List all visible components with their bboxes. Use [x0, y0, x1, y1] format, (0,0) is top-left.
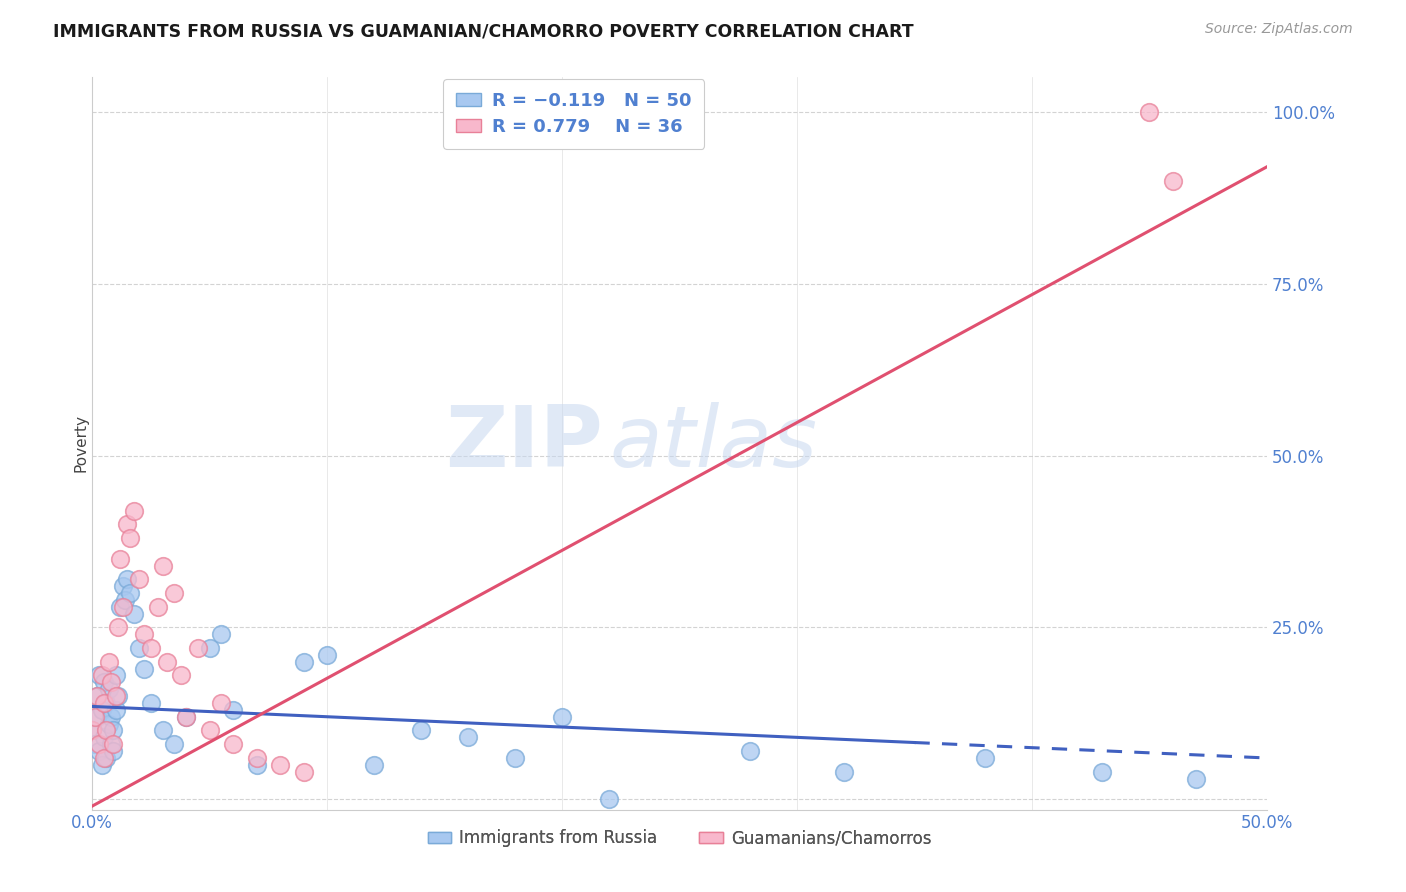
Point	[457, 731, 479, 745]
Point	[103, 737, 125, 751]
Point	[89, 744, 111, 758]
Point	[209, 696, 232, 710]
Point	[132, 627, 155, 641]
Point	[82, 723, 104, 738]
Point	[90, 668, 112, 682]
Point	[163, 737, 186, 751]
Point	[139, 640, 162, 655]
Point	[110, 599, 132, 614]
Point	[111, 599, 134, 614]
Point	[174, 710, 197, 724]
Point	[107, 620, 129, 634]
Point	[152, 723, 174, 738]
Point	[117, 572, 139, 586]
Point	[124, 607, 146, 621]
Point	[117, 517, 139, 532]
Point	[363, 757, 385, 772]
Text: atlas: atlas	[609, 402, 817, 485]
Point	[551, 710, 574, 724]
Point	[100, 710, 122, 724]
Point	[96, 751, 118, 765]
Point	[292, 764, 315, 779]
Point	[90, 703, 112, 717]
Y-axis label: Poverty: Poverty	[73, 415, 89, 473]
Point	[269, 757, 291, 772]
Point	[503, 751, 526, 765]
Point	[292, 655, 315, 669]
Point	[111, 579, 134, 593]
Point	[152, 558, 174, 573]
Point	[82, 723, 104, 738]
Point	[103, 723, 125, 738]
Point	[110, 551, 132, 566]
Point	[222, 737, 245, 751]
Point	[93, 696, 115, 710]
Point	[104, 668, 127, 682]
Point	[198, 640, 221, 655]
Point	[128, 572, 150, 586]
Point	[156, 655, 179, 669]
Point	[170, 668, 193, 682]
Legend: Immigrants from Russia, Guamanians/Chamorros: Immigrants from Russia, Guamanians/Chamo…	[420, 822, 938, 854]
Point	[139, 696, 162, 710]
Point	[89, 737, 111, 751]
Point	[124, 503, 146, 517]
Point	[86, 689, 108, 703]
Point	[1161, 173, 1184, 187]
Point	[174, 710, 197, 724]
Point	[103, 744, 125, 758]
Point	[96, 723, 118, 738]
Point	[316, 648, 339, 662]
Point	[246, 757, 269, 772]
Point	[104, 689, 127, 703]
Point	[104, 703, 127, 717]
Point	[146, 599, 169, 614]
Text: Source: ZipAtlas.com: Source: ZipAtlas.com	[1205, 22, 1353, 37]
Point	[86, 710, 108, 724]
Point	[90, 757, 112, 772]
Point	[107, 689, 129, 703]
Point	[738, 744, 761, 758]
Point	[118, 586, 141, 600]
Point	[198, 723, 221, 738]
Point	[1091, 764, 1114, 779]
Point	[598, 792, 620, 806]
Point	[93, 731, 115, 745]
Point	[163, 586, 186, 600]
Text: IMMIGRANTS FROM RUSSIA VS GUAMANIAN/CHAMORRO POVERTY CORRELATION CHART: IMMIGRANTS FROM RUSSIA VS GUAMANIAN/CHAM…	[53, 22, 914, 40]
Point	[114, 593, 136, 607]
Point	[97, 655, 120, 669]
Point	[96, 696, 118, 710]
Point	[93, 675, 115, 690]
Point	[187, 640, 209, 655]
Point	[89, 668, 111, 682]
Point	[93, 751, 115, 765]
Point	[209, 627, 232, 641]
Point	[83, 737, 105, 751]
Point	[83, 710, 105, 724]
Point	[100, 737, 122, 751]
Point	[97, 716, 120, 731]
Point	[97, 682, 120, 697]
Point	[100, 675, 122, 690]
Point	[128, 640, 150, 655]
Point	[118, 531, 141, 545]
Point	[86, 689, 108, 703]
Point	[222, 703, 245, 717]
Point	[411, 723, 433, 738]
Point	[132, 662, 155, 676]
Point	[1185, 772, 1208, 786]
Point	[832, 764, 855, 779]
Point	[246, 751, 269, 765]
Point	[974, 751, 997, 765]
Point	[1139, 104, 1161, 119]
Text: ZIP: ZIP	[446, 402, 603, 485]
